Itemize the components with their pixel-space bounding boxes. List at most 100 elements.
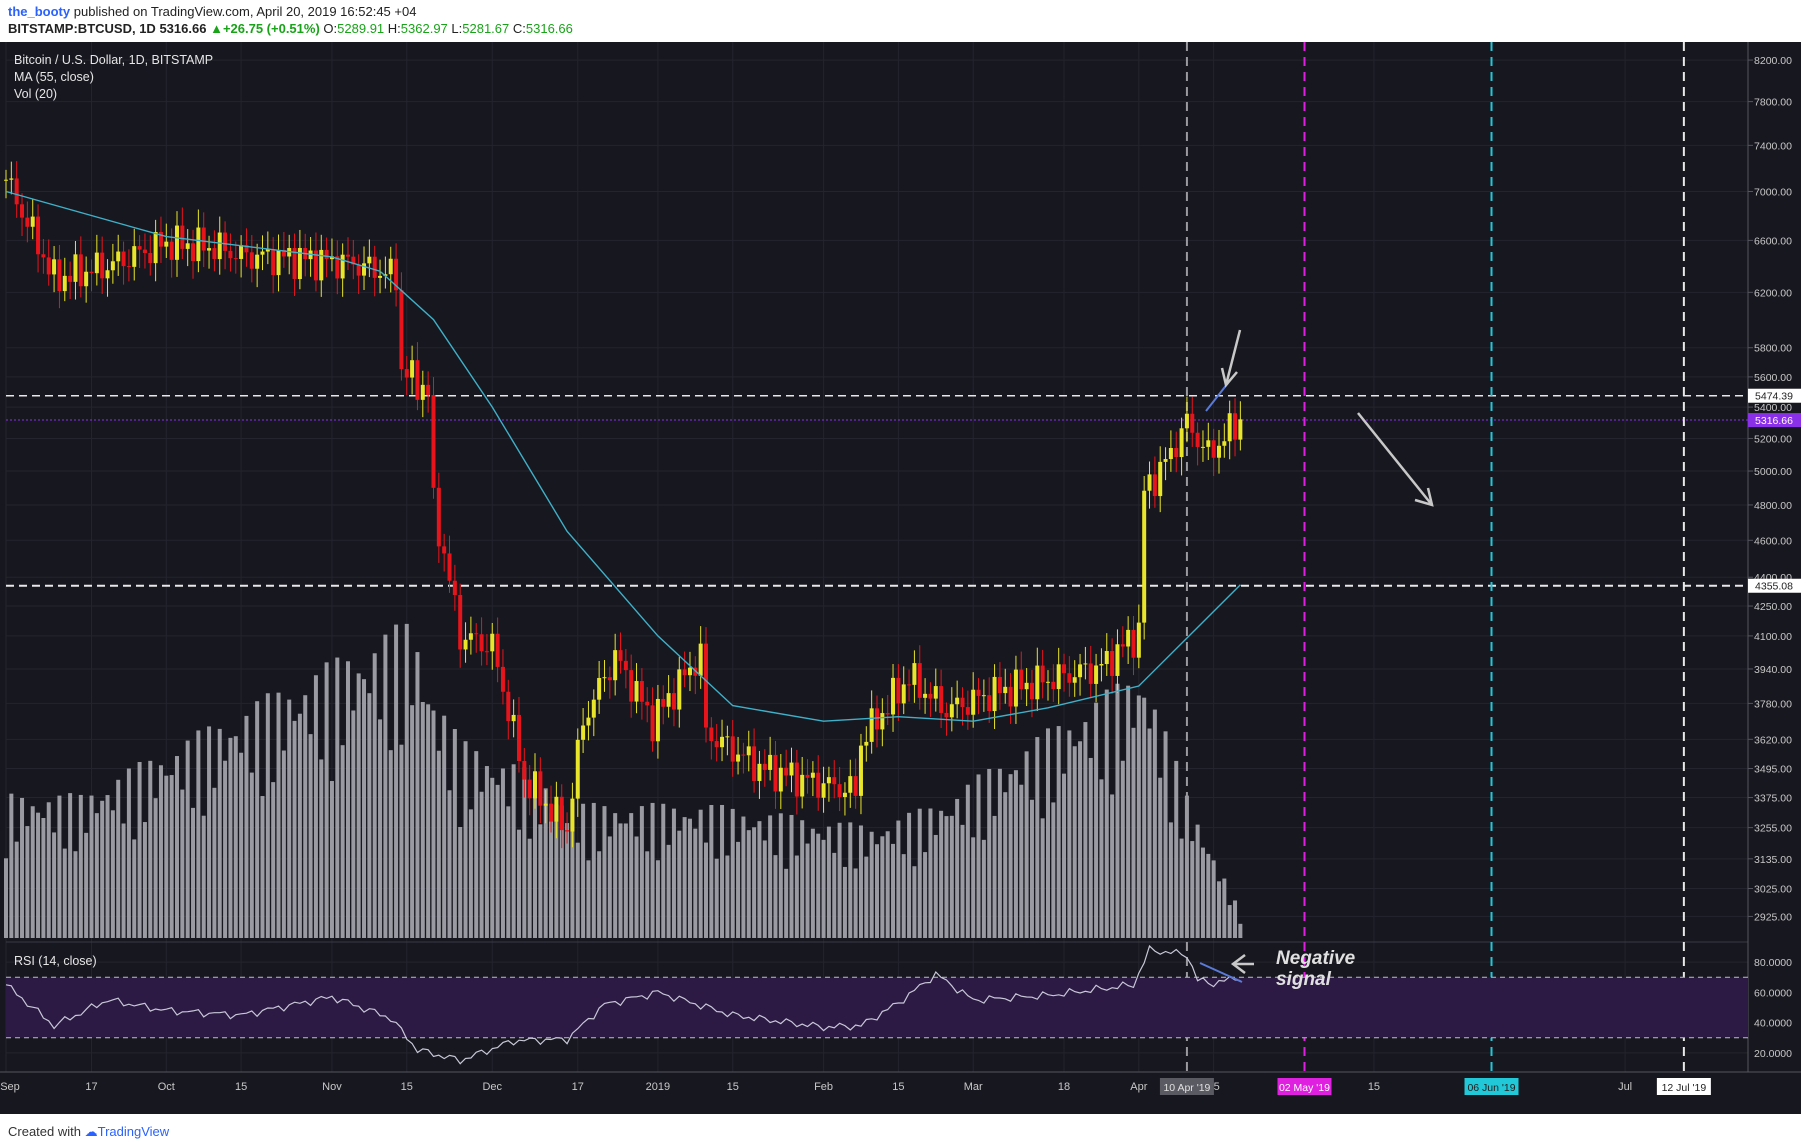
price-divergence-line[interactable] <box>1205 382 1229 412</box>
volume-bar <box>1056 726 1061 938</box>
price-tick-label: 7000.00 <box>1754 187 1792 199</box>
price-tick-label: 6200.00 <box>1754 287 1792 299</box>
time-tick-label: Sep <box>0 1081 20 1093</box>
candle-body <box>1238 419 1243 440</box>
up-arrow-icon: ▲ <box>210 21 223 36</box>
volume-bar <box>602 806 607 938</box>
volume-bar <box>142 822 147 938</box>
level-badge-bg <box>1748 413 1801 428</box>
arrow-annotation-down[interactable] <box>1357 412 1434 507</box>
arrow-annotation-rsi[interactable] <box>1230 954 1254 974</box>
volume-bar <box>372 653 377 938</box>
date-badge-bg <box>1656 1078 1711 1095</box>
volume-bar <box>1158 777 1163 938</box>
candle-body <box>987 695 992 712</box>
candle-body <box>591 699 596 718</box>
volume-bar <box>420 702 425 938</box>
published-info: published on TradingView.com, April 20, … <box>73 4 417 19</box>
price-tick-label: 5000.00 <box>1754 466 1792 478</box>
volume-bar <box>559 805 564 938</box>
candle-body <box>94 252 99 274</box>
volume-bar <box>981 839 986 938</box>
time-tick-label: Apr <box>1130 1081 1147 1093</box>
candle-body <box>394 258 399 291</box>
candle-body <box>1168 448 1173 460</box>
volume-bar <box>500 768 505 938</box>
volume-bar <box>468 809 473 938</box>
tradingview-link[interactable]: TradingView <box>97 1124 170 1139</box>
volume-bar <box>955 798 960 938</box>
volume-bar <box>634 836 639 938</box>
candle-body <box>709 727 714 742</box>
candle-body <box>500 666 505 692</box>
candle-body <box>1136 622 1141 658</box>
volume-bar <box>388 750 393 938</box>
date-badge-label: 02 May '19 <box>1279 1082 1330 1094</box>
arrow-annotation-top[interactable] <box>1220 329 1242 388</box>
candle-body <box>399 290 404 370</box>
chart-area[interactable]: 8200.00 7800.00 7400.00 7000.00 6600.00 6200.… <box>0 42 1801 1114</box>
volume-bar <box>1163 731 1168 938</box>
candle-body <box>949 704 954 718</box>
candle-body <box>762 763 767 770</box>
candle-body <box>105 270 110 279</box>
volume-bar <box>340 745 345 938</box>
candle-body <box>618 650 623 661</box>
candle-body <box>132 246 137 267</box>
volume-bar <box>148 760 153 938</box>
time-tick-label: 17 <box>85 1081 97 1093</box>
volume-bar <box>223 760 228 938</box>
price-tick-label: 3495.00 <box>1754 764 1792 776</box>
candle-body <box>1227 413 1232 442</box>
rsi-divergence-line[interactable] <box>1199 962 1243 983</box>
tradingview-logo-icon: ☁ <box>84 1124 98 1139</box>
volume-bar <box>650 802 655 938</box>
volume-bar <box>506 806 511 938</box>
rsi-tick-label: 40.0000 <box>1754 1018 1792 1030</box>
price-tick-label: 4800.00 <box>1754 500 1792 512</box>
volume-bar <box>944 816 949 938</box>
volume-bar <box>244 715 249 938</box>
volume-bar <box>623 823 628 938</box>
price-scale-area[interactable] <box>1748 42 1801 1072</box>
volume-bar <box>52 832 57 938</box>
legend-rsi: RSI (14, close) <box>14 954 97 968</box>
volume-bar <box>356 673 361 938</box>
price-tick-label: 7800.00 <box>1754 97 1792 109</box>
candle-body <box>362 263 367 276</box>
candle-body <box>1083 663 1088 665</box>
volume-bar <box>1083 722 1088 938</box>
candle-body <box>180 225 185 249</box>
candle-body <box>1195 432 1200 447</box>
volume-bar <box>41 817 46 938</box>
chart-svg[interactable]: 8200.00 7800.00 7400.00 7000.00 6600.00 6200.… <box>0 42 1801 1114</box>
candle-body <box>191 243 196 262</box>
volume-bar <box>682 817 687 938</box>
volume-bar <box>527 838 532 938</box>
candle-body <box>848 776 853 793</box>
candle-body <box>239 245 244 259</box>
volume-bar <box>661 803 666 938</box>
price-tick-label: 8200.00 <box>1754 55 1792 67</box>
candle-body <box>313 250 318 281</box>
volume-bar <box>1147 728 1152 938</box>
symbol-line: BITSTAMP:BTCUSD, 1D <box>8 21 156 36</box>
chart-background <box>0 42 1801 1114</box>
author-link[interactable]: the_booty <box>8 4 71 19</box>
volume-bar <box>730 808 735 938</box>
candle-body <box>153 232 158 264</box>
volume-bar <box>885 831 890 938</box>
candle-body <box>960 697 965 708</box>
volume-bar <box>655 860 660 938</box>
volume-bar <box>207 726 212 938</box>
candle-body <box>89 271 94 274</box>
candle-body <box>335 256 340 279</box>
candle-body <box>981 695 986 697</box>
candle-body <box>570 798 575 832</box>
candle-body <box>345 254 350 257</box>
time-tick-label: 2019 <box>646 1081 670 1093</box>
candle-body <box>1174 448 1179 458</box>
candle-body <box>351 256 356 265</box>
candle-body <box>255 254 260 269</box>
candle-body <box>463 639 468 650</box>
